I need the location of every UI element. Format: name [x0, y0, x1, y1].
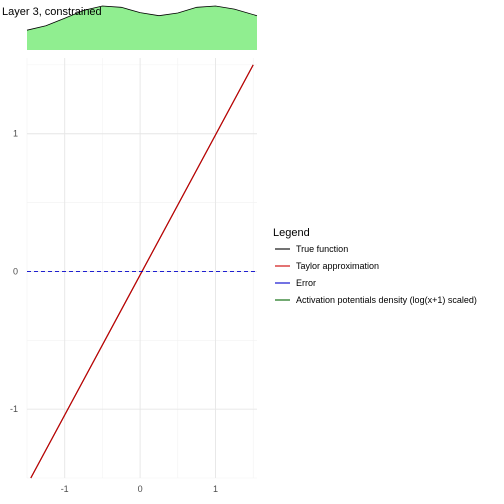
legend-item-label: Error — [296, 278, 316, 288]
legend-item-label: Taylor approximation — [296, 261, 379, 271]
legend-item-label: Activation potentials density (log(x+1) … — [296, 295, 477, 305]
x-tick-label: -1 — [61, 484, 69, 494]
series-lines — [27, 64, 257, 479]
chart-title: Layer 3, constrained — [2, 6, 102, 18]
y-tick-label: -1 — [10, 404, 18, 414]
legend: Legend True function Taylor approximation… — [273, 227, 477, 305]
density-area — [27, 6, 257, 50]
legend-title: Legend — [273, 227, 310, 239]
legend-item-label: True function — [296, 244, 348, 254]
x-tick-label: 1 — [213, 484, 218, 494]
x-tick-label: 0 — [138, 484, 143, 494]
y-tick-label: 0 — [13, 266, 18, 276]
y-tick-label: 1 — [13, 129, 18, 139]
density-panel — [26, 5, 258, 50]
density-outline — [26, 5, 258, 31]
axis-ticks: -1 0 1 -1 0 1 — [10, 129, 218, 494]
